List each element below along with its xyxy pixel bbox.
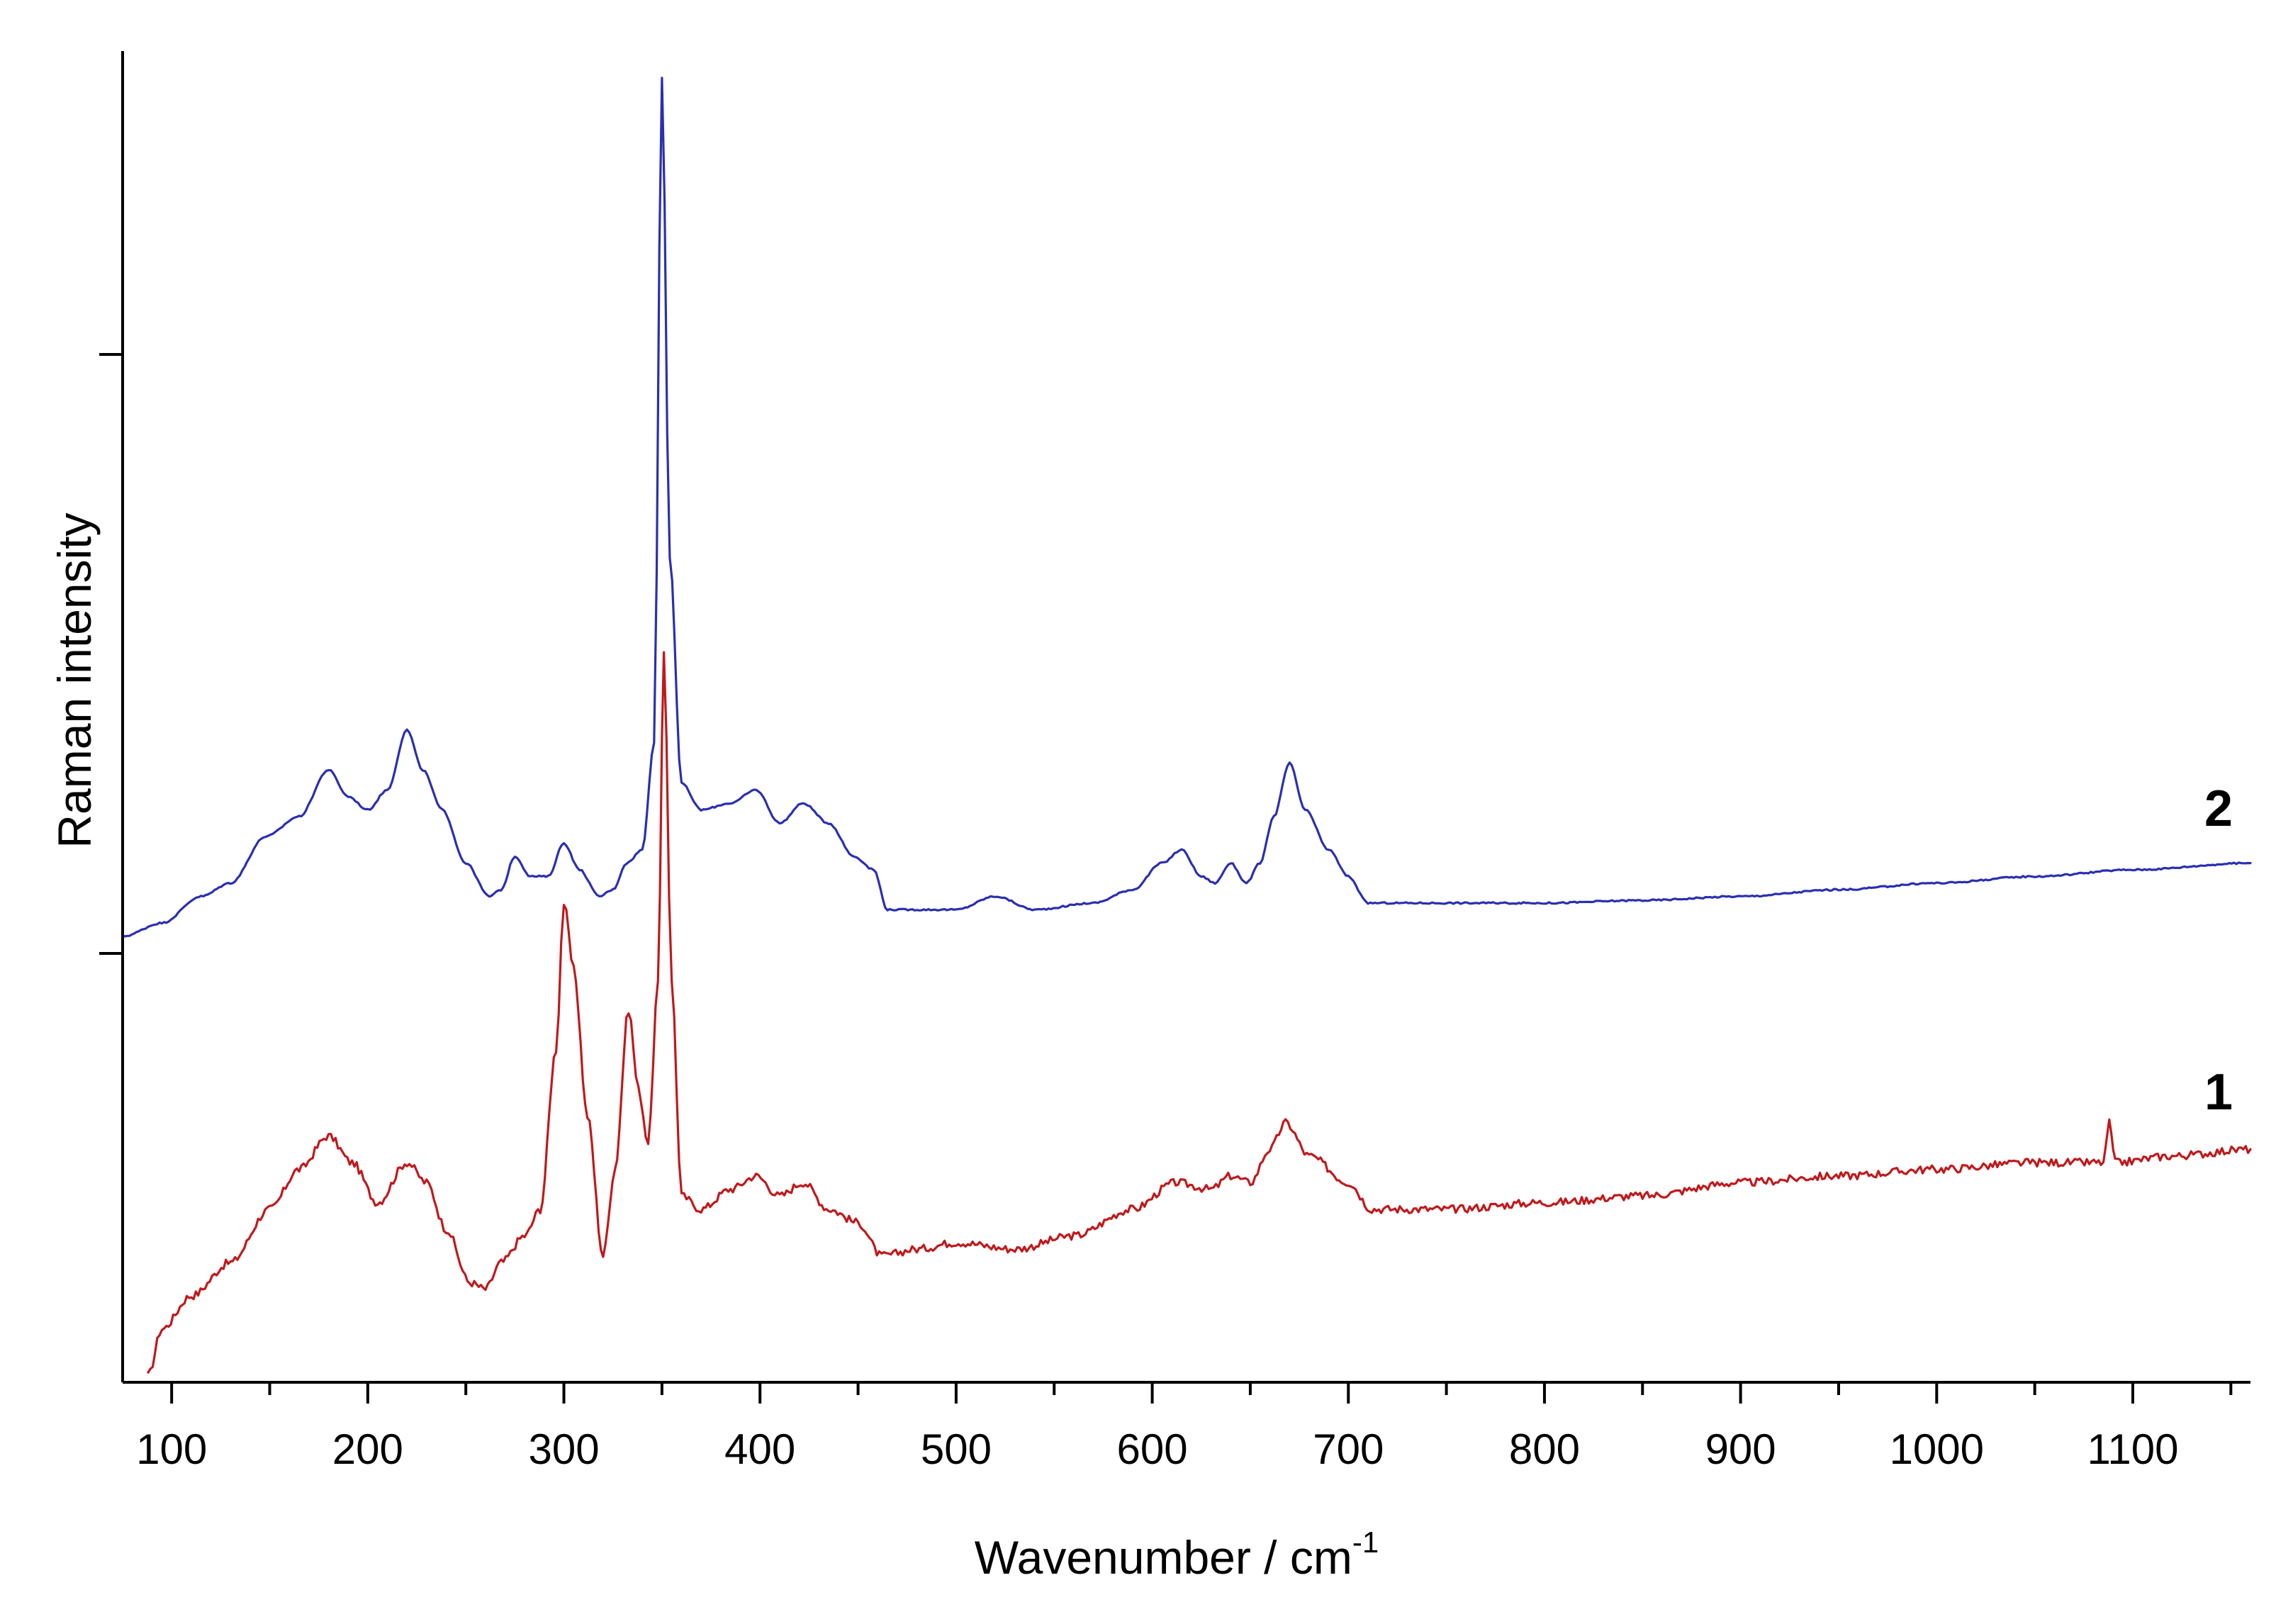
x-tick-label: 1100 <box>2087 1426 2178 1473</box>
x-tick-label: 900 <box>1705 1426 1776 1473</box>
x-axis-title-text: Wavenumber / cm <box>975 1531 1352 1584</box>
x-axis-title-superscript: -1 <box>1352 1525 1379 1559</box>
x-tick-label: 500 <box>921 1426 992 1473</box>
x-tick-label: 700 <box>1313 1426 1384 1473</box>
x-tick-label: 600 <box>1117 1426 1188 1473</box>
x-tick-label: 1000 <box>1890 1426 1984 1473</box>
series-label-1: 1 <box>2204 1064 2233 1121</box>
plot-area <box>121 77 2252 1374</box>
series-label-2: 2 <box>2204 780 2233 837</box>
x-tick-labels: 100 200 300 400 500 600 700 800 900 1000 1100 <box>136 1426 2178 1473</box>
x-tick-label: 300 <box>528 1426 599 1473</box>
series-line-2 <box>121 77 2252 938</box>
x-axis-title: Wavenumber / cm-1 <box>975 1525 1379 1584</box>
x-tick-label: 800 <box>1509 1426 1580 1473</box>
x-tick-label: 400 <box>724 1426 795 1473</box>
y-axis-title: Raman intensity <box>48 513 101 848</box>
x-tick-label: 200 <box>332 1426 403 1473</box>
x-tick-label: 100 <box>136 1426 207 1473</box>
series-line-1 <box>147 651 2252 1374</box>
axes <box>99 51 2250 1384</box>
x-ticks <box>170 1382 2233 1404</box>
